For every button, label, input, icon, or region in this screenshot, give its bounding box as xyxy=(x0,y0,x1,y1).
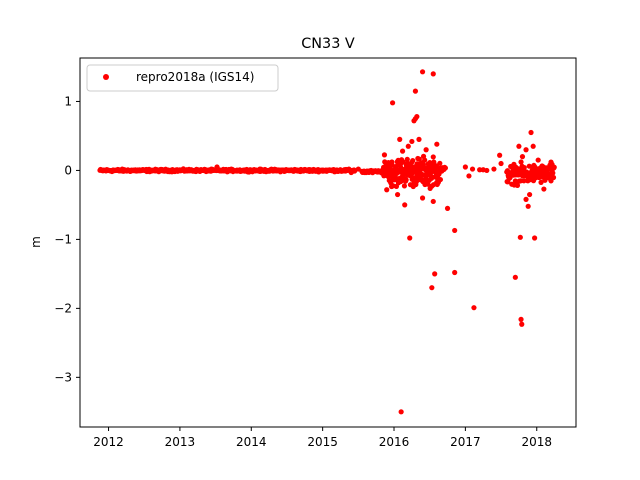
data-point xyxy=(430,198,436,205)
data-point xyxy=(399,148,406,154)
data-point xyxy=(498,160,504,167)
data-point xyxy=(517,234,523,240)
data-point xyxy=(477,167,483,173)
data-point xyxy=(518,159,524,165)
data-point xyxy=(535,157,541,163)
data-point xyxy=(484,167,490,174)
data-point xyxy=(550,174,557,181)
chart-title: CN33 V xyxy=(301,36,355,52)
x-tick-label: 2013 xyxy=(165,435,196,449)
x-tick-label: 2012 xyxy=(93,435,124,449)
data-point xyxy=(444,205,451,211)
data-point xyxy=(401,183,408,189)
data-point xyxy=(550,170,556,176)
data-point xyxy=(469,166,476,172)
data-point xyxy=(516,143,522,149)
data-point xyxy=(523,147,529,153)
x-tick-label: 2016 xyxy=(379,435,410,449)
data-point xyxy=(497,152,503,158)
data-point xyxy=(452,227,458,234)
data-point xyxy=(419,69,426,75)
data-point xyxy=(551,164,557,170)
y-tick-label: 0 xyxy=(64,163,72,177)
data-point xyxy=(404,156,410,162)
legend: repro2018a (IGS14) xyxy=(86,64,279,92)
data-point xyxy=(381,152,388,158)
data-point xyxy=(466,173,472,179)
data-point xyxy=(523,196,529,202)
data-point xyxy=(491,166,497,172)
data-point xyxy=(403,177,409,183)
data-point xyxy=(423,147,429,153)
data-point xyxy=(394,191,401,198)
data-point xyxy=(541,186,547,192)
data-point xyxy=(429,285,435,291)
x-tick-label: 2015 xyxy=(307,435,338,449)
data-point xyxy=(384,187,390,193)
y-axis-label: m xyxy=(29,236,43,248)
x-axis: 2012 2013 2014 2015 2016 2017 2018 xyxy=(93,427,552,449)
data-point xyxy=(410,158,416,164)
data-point xyxy=(430,154,436,160)
data-point xyxy=(405,143,411,149)
data-point xyxy=(519,154,526,160)
data-point xyxy=(525,203,531,209)
data-point xyxy=(509,181,515,187)
data-point xyxy=(471,305,477,311)
data-point xyxy=(519,321,525,327)
legend-label: repro2018a (IGS14) xyxy=(136,70,254,84)
data-point xyxy=(432,271,438,277)
x-tick-label: 2014 xyxy=(236,435,267,449)
data-point xyxy=(389,162,395,168)
data-point xyxy=(416,156,422,162)
data-point xyxy=(407,235,413,241)
data-point xyxy=(402,202,408,208)
data-point xyxy=(452,269,458,276)
data-point xyxy=(409,138,415,145)
data-point xyxy=(430,71,436,77)
x-tick-label: 2017 xyxy=(450,435,481,449)
data-point xyxy=(548,159,554,165)
legend-marker xyxy=(103,74,109,80)
data-point xyxy=(355,166,361,172)
data-point xyxy=(214,164,220,170)
data-point xyxy=(416,136,422,142)
data-point xyxy=(514,182,521,188)
legend-box xyxy=(86,64,279,92)
data-point xyxy=(530,143,536,149)
data-point xyxy=(512,274,518,280)
data-point xyxy=(521,165,527,171)
data-point xyxy=(419,195,426,201)
data-point xyxy=(521,178,527,184)
data-point xyxy=(434,141,440,147)
data-point xyxy=(532,235,538,241)
data-point xyxy=(442,165,448,171)
data-point xyxy=(389,100,396,106)
data-point xyxy=(462,164,468,170)
y-tick-label: −1 xyxy=(54,232,72,246)
data-point xyxy=(414,114,420,120)
data-point xyxy=(422,157,428,163)
data-point xyxy=(527,191,533,198)
data-point xyxy=(528,129,534,136)
plot-frame xyxy=(79,57,577,428)
x-tick-label: 2018 xyxy=(521,435,552,449)
data-point xyxy=(518,316,524,322)
data-point xyxy=(398,409,404,415)
y-axis: 1 0 −1 −2 −3 xyxy=(54,94,80,384)
data-point xyxy=(437,176,443,183)
y-tick-label: −2 xyxy=(54,301,72,315)
data-points xyxy=(97,69,557,415)
data-point xyxy=(412,88,419,94)
data-point xyxy=(400,159,406,165)
data-point xyxy=(437,160,443,166)
data-point xyxy=(538,179,544,185)
data-point xyxy=(397,136,403,142)
data-point xyxy=(348,169,354,176)
y-tick-label: −3 xyxy=(54,370,72,384)
y-tick-label: 1 xyxy=(64,94,72,108)
